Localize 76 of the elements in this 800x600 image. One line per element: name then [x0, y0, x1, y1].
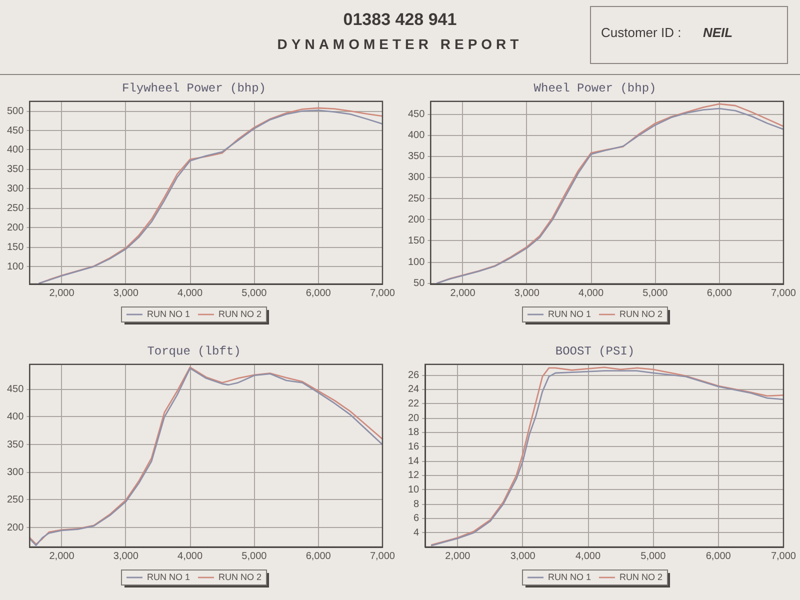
- x-tick-label: 5,000: [242, 550, 268, 562]
- legend-label: RUN NO 2: [218, 308, 262, 319]
- y-tick-label: 100: [408, 256, 426, 268]
- y-tick-label: 300: [6, 467, 24, 478]
- x-tick-label: 2,000: [450, 288, 476, 299]
- x-tick-label: 2,000: [49, 288, 75, 299]
- text: DYNAMOMETER REPORT: [276, 36, 524, 52]
- y-tick-label: 300: [6, 184, 24, 195]
- x-tick-label: 2,000: [445, 550, 471, 562]
- y-tick-label: 14: [408, 456, 420, 467]
- y-tick-label: 500: [6, 106, 24, 117]
- x-tick-label: 3,000: [510, 550, 536, 562]
- legend-label: RUN NO 1: [146, 572, 190, 582]
- x-tick-label: 6,000: [306, 550, 332, 562]
- text: NEIL: [703, 25, 733, 40]
- legend-label: RUN NO 2: [620, 572, 663, 582]
- y-tick-label: 50: [414, 278, 426, 289]
- chart-title: Flywheel Power (bhp): [122, 81, 266, 96]
- chart-title: Wheel Power (bhp): [534, 81, 656, 96]
- x-tick-label: 5,000: [642, 288, 668, 299]
- y-tick-label: 4: [414, 527, 420, 538]
- x-tick-label: 4,000: [578, 288, 604, 299]
- x-tick-label: 7,000: [770, 288, 796, 299]
- y-tick-label: 400: [6, 412, 24, 423]
- y-tick-label: 400: [6, 144, 24, 156]
- legend-label: RUN NO 1: [146, 308, 190, 319]
- y-tick-label: 450: [6, 125, 24, 136]
- x-tick-label: 6,000: [706, 550, 732, 562]
- x-tick-label: 6,000: [706, 288, 732, 299]
- y-tick-label: 20: [408, 412, 420, 424]
- y-tick-label: 250: [6, 202, 24, 214]
- y-tick-label: 350: [6, 439, 24, 450]
- x-tick-label: 5,000: [242, 288, 268, 299]
- x-tick-label: 4,000: [178, 288, 203, 299]
- chart-title: Torque (lbft): [147, 344, 241, 358]
- legend-label: RUN NO 2: [620, 308, 663, 319]
- x-tick-label: 3,000: [514, 288, 540, 299]
- y-tick-label: 22: [408, 398, 420, 410]
- y-tick-label: 24: [408, 384, 420, 396]
- x-tick-label: 6,000: [306, 288, 332, 299]
- text: 01383 428 941: [342, 10, 458, 30]
- x-tick-label: 2,000: [49, 550, 75, 562]
- y-tick-label: 450: [408, 108, 426, 120]
- legend-label: RUN NO 1: [548, 572, 592, 582]
- y-tick-label: 150: [408, 236, 426, 247]
- x-tick-label: 7,000: [370, 550, 396, 562]
- x-tick-label: 5,000: [640, 550, 666, 562]
- legend-label: RUN NO 2: [218, 572, 262, 582]
- y-tick-label: 400: [408, 130, 426, 141]
- y-tick-label: 350: [408, 151, 426, 162]
- y-tick-label: 250: [6, 494, 24, 506]
- y-tick-label: 150: [6, 242, 24, 253]
- y-tick-label: 8: [414, 498, 420, 510]
- y-tick-label: 450: [6, 384, 24, 396]
- y-tick-label: 300: [408, 172, 426, 184]
- legend-label: RUN NO 1: [548, 308, 592, 319]
- y-tick-label: 6: [414, 513, 420, 524]
- x-tick-label: 7,000: [370, 288, 396, 299]
- y-tick-label: 250: [408, 193, 426, 204]
- y-tick-label: 200: [6, 522, 24, 534]
- text: Customer ID :: [601, 25, 682, 40]
- y-tick-label: 100: [6, 261, 24, 272]
- y-tick-label: 12: [408, 470, 420, 482]
- y-tick-label: 350: [6, 164, 24, 176]
- x-tick-label: 4,000: [576, 550, 601, 562]
- y-tick-label: 200: [408, 214, 426, 226]
- y-tick-label: 18: [408, 427, 420, 438]
- y-tick-label: 26: [408, 370, 420, 381]
- y-tick-label: 10: [408, 484, 420, 496]
- chart-title: BOOST (PSI): [555, 344, 635, 358]
- y-tick-label: 16: [408, 442, 420, 452]
- x-tick-label: 4,000: [178, 550, 203, 562]
- x-tick-label: 3,000: [113, 288, 139, 299]
- x-tick-label: 3,000: [113, 550, 139, 562]
- y-tick-label: 200: [6, 222, 24, 234]
- x-tick-label: 7,000: [770, 550, 796, 562]
